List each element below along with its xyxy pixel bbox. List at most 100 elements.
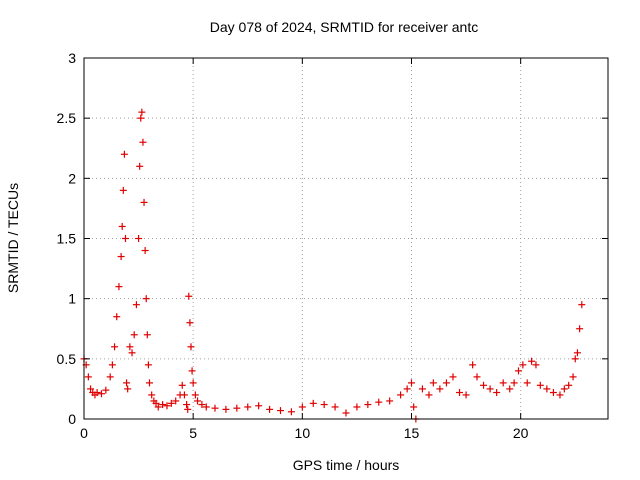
data-point [194, 397, 202, 405]
data-point [386, 397, 394, 405]
data-point [532, 361, 540, 369]
data-point [106, 373, 114, 381]
data-point [536, 381, 544, 389]
data-point [462, 391, 470, 399]
data-point [486, 385, 494, 393]
data-point [309, 399, 317, 407]
data-point [184, 405, 192, 413]
data-point [191, 391, 199, 399]
data-point [266, 405, 274, 413]
y-tick-label: 3 [68, 50, 76, 66]
y-axis-label: SRMTID / TECUs [5, 183, 21, 293]
data-point [287, 408, 295, 416]
x-tick-label: 5 [189, 425, 197, 441]
data-point [117, 253, 125, 261]
data-point [353, 403, 361, 411]
data-point [146, 379, 153, 387]
data-point [397, 391, 405, 399]
data-point [449, 373, 457, 381]
x-tick-label: 20 [513, 425, 529, 441]
data-point [233, 404, 241, 412]
y-tick-label: 2 [68, 170, 76, 186]
y-tick-label: 0 [68, 411, 76, 427]
data-point [418, 385, 426, 393]
data-point [473, 373, 481, 381]
data-point [202, 403, 210, 411]
data-point [93, 389, 101, 397]
data-point [576, 325, 584, 333]
data-point [152, 399, 160, 407]
data-point [198, 401, 206, 409]
data-point [298, 403, 306, 411]
data-point [128, 349, 136, 357]
x-tick-labels: 0 5 10 15 20 [80, 425, 529, 441]
data-point [139, 138, 147, 146]
data-point [514, 367, 522, 375]
data-point [136, 162, 144, 170]
data-point [126, 343, 134, 351]
data-point [154, 403, 162, 411]
data-point [111, 343, 119, 351]
data-point [148, 391, 156, 399]
data-point [159, 401, 167, 409]
data-point [403, 385, 411, 393]
data-point [138, 108, 146, 116]
data-point [180, 391, 188, 399]
data-point [571, 355, 579, 363]
data-point [331, 403, 339, 411]
data-point [560, 385, 568, 393]
data-point [135, 235, 143, 242]
data-point [123, 379, 131, 387]
data-points [80, 108, 586, 423]
data-point [97, 390, 105, 398]
data-point [119, 186, 127, 194]
y-tick-label: 1 [68, 291, 76, 307]
data-point [186, 319, 194, 327]
data-point [143, 331, 151, 339]
data-point [506, 385, 514, 393]
data-point [499, 379, 507, 387]
data-point [118, 222, 126, 230]
data-point [172, 397, 180, 405]
data-point [132, 301, 140, 309]
x-tick-label: 15 [404, 425, 420, 441]
data-point [408, 379, 415, 387]
data-point [130, 331, 138, 339]
data-point [543, 385, 551, 393]
data-point [178, 381, 186, 389]
data-point [469, 361, 477, 369]
plot-frame [83, 57, 609, 420]
data-point [436, 385, 444, 393]
y-tick-labels: 0 0.5 1 1.5 2 2.5 3 [57, 50, 77, 427]
y-tick-label: 2.5 [57, 110, 77, 126]
data-point [137, 114, 145, 122]
chart-title: Day 078 of 2024, SRMTID for receiver ant… [210, 19, 478, 35]
data-point [102, 386, 110, 394]
data-point [493, 389, 501, 397]
data-point [163, 402, 171, 410]
data-point [549, 389, 557, 397]
x-tick-label: 10 [295, 425, 311, 441]
data-point [87, 385, 95, 393]
data-point [189, 379, 197, 387]
data-point [255, 402, 263, 410]
data-point [320, 401, 328, 409]
data-point [410, 403, 418, 411]
data-point [510, 379, 518, 387]
data-point [141, 247, 149, 255]
grid [84, 58, 608, 419]
data-point [120, 150, 128, 158]
data-point [121, 235, 129, 242]
data-point [519, 361, 527, 369]
data-point [480, 381, 488, 389]
data-point [578, 301, 586, 309]
x-axis-label: GPS time / hours [293, 457, 400, 473]
data-point [167, 399, 175, 407]
data-point [142, 295, 150, 303]
data-point [244, 403, 252, 411]
data-point [442, 379, 450, 387]
data-point [188, 367, 196, 375]
data-point [124, 385, 132, 393]
data-point [569, 373, 577, 381]
